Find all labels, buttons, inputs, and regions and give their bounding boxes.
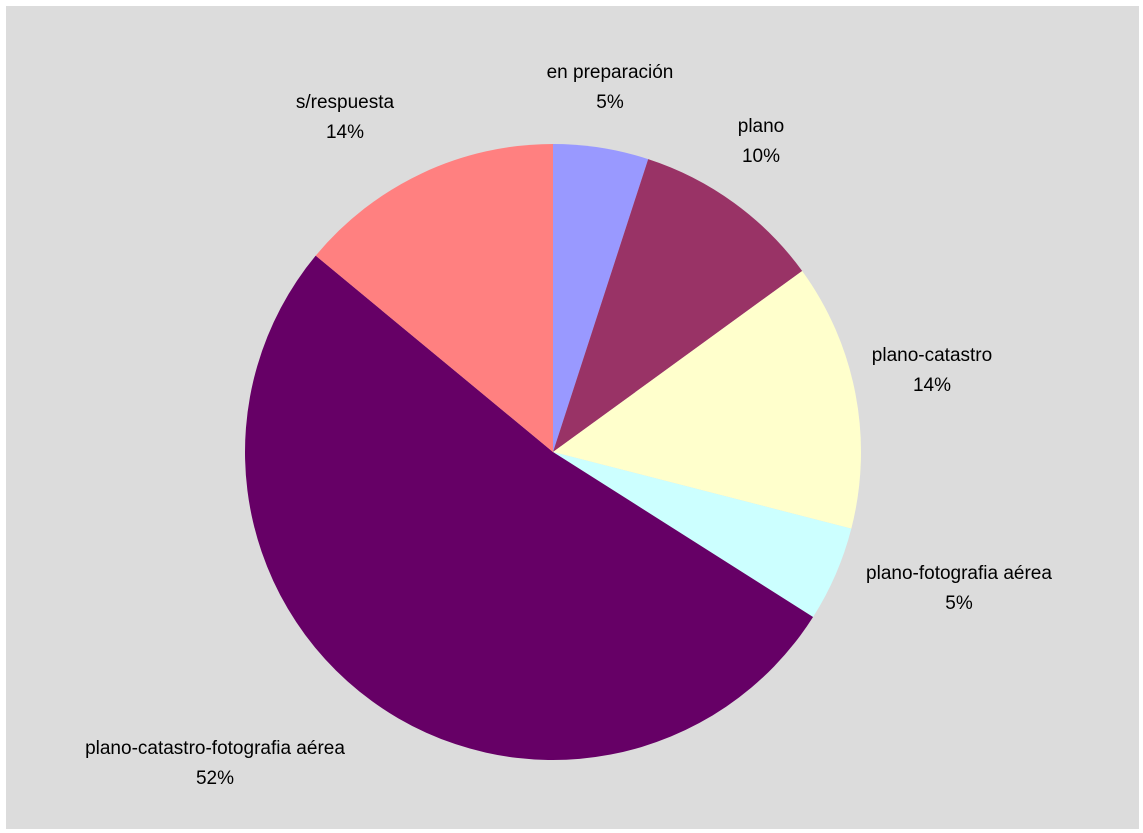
slice-label: plano 10% [738,116,785,167]
slice-percent-label: 14% [913,375,951,396]
slice-labels: en preparación 5% plano 10% plano-catastro 14… [85,62,1052,789]
slice-label: plano-catastro 14% [872,345,992,396]
slice-percent-label: 10% [742,146,780,167]
slice-label: en preparación 5% [547,62,674,113]
pie-slice [553,452,852,618]
pie-slice [553,270,861,529]
slice-category-label: en preparación [547,62,674,83]
slice-category-label: plano [738,116,785,137]
slice-category-label: plano-catastro-fotografia aérea [85,738,345,759]
pie-slice [315,144,553,452]
slice-percent-label: 52% [196,768,234,789]
pie-slice [553,144,649,452]
pie-slice [245,255,814,760]
slice-percent-label: 5% [596,92,624,113]
chart-area: en preparación 5% plano 10% plano-catastro 14… [6,6,1139,829]
slice-percent-label: 14% [326,122,364,143]
pie-slice [553,159,803,453]
slice-label: s/respuesta 14% [296,92,395,143]
slice-percent-label: 5% [945,593,973,614]
slice-label: plano-fotografia aérea 5% [866,563,1052,614]
pie-chart: en preparación 5% plano 10% plano-catastro 14… [85,62,1052,789]
slice-category-label: s/respuesta [296,92,395,113]
slice-category-label: plano-fotografia aérea [866,563,1052,584]
slice-category-label: plano-catastro [872,345,992,366]
slice-label: plano-catastro-fotografia aérea 52% [85,738,345,789]
pie-slices [245,144,861,760]
